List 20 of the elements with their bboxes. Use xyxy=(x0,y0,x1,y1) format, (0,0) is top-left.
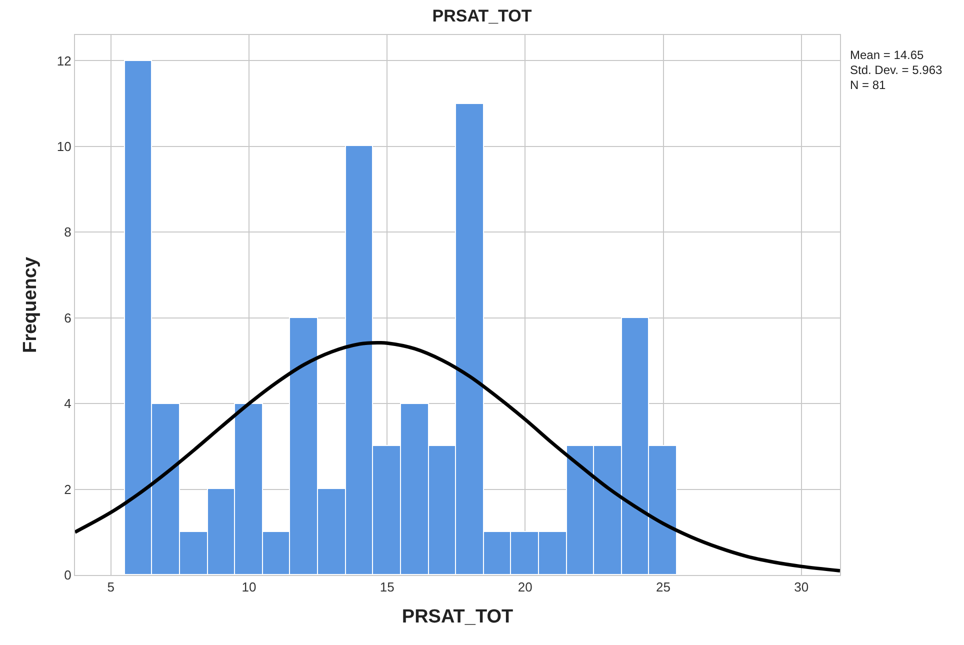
y-tick-label: 8 xyxy=(64,224,72,240)
y-tick-label: 6 xyxy=(64,310,72,326)
line-series xyxy=(75,340,840,572)
y-tick-label: 4 xyxy=(64,396,72,412)
y-tick-label: 2 xyxy=(64,482,72,497)
x-tick-label: 15 xyxy=(380,580,394,595)
y-tick-label: 12 xyxy=(56,53,72,68)
y-tick-label: 0 xyxy=(64,568,72,583)
text: Std. Dev. = 5.963 xyxy=(850,63,942,77)
y-tick-label: 10 xyxy=(56,138,72,154)
x-tick-label: 25 xyxy=(656,580,670,595)
chart-title: PRSAT_TOT xyxy=(432,6,532,26)
x-tick-label: 5 xyxy=(107,580,115,595)
x-tick-label: 10 xyxy=(242,580,256,595)
text: Mean = 14.65 xyxy=(850,48,924,62)
x-axis-title: PRSAT_TOT xyxy=(402,606,514,628)
text: N = 81 xyxy=(850,78,886,92)
x-tick-label: 20 xyxy=(518,580,532,595)
y-axis-title: Frequency xyxy=(20,256,41,354)
x-tick-label: 30 xyxy=(794,580,809,595)
